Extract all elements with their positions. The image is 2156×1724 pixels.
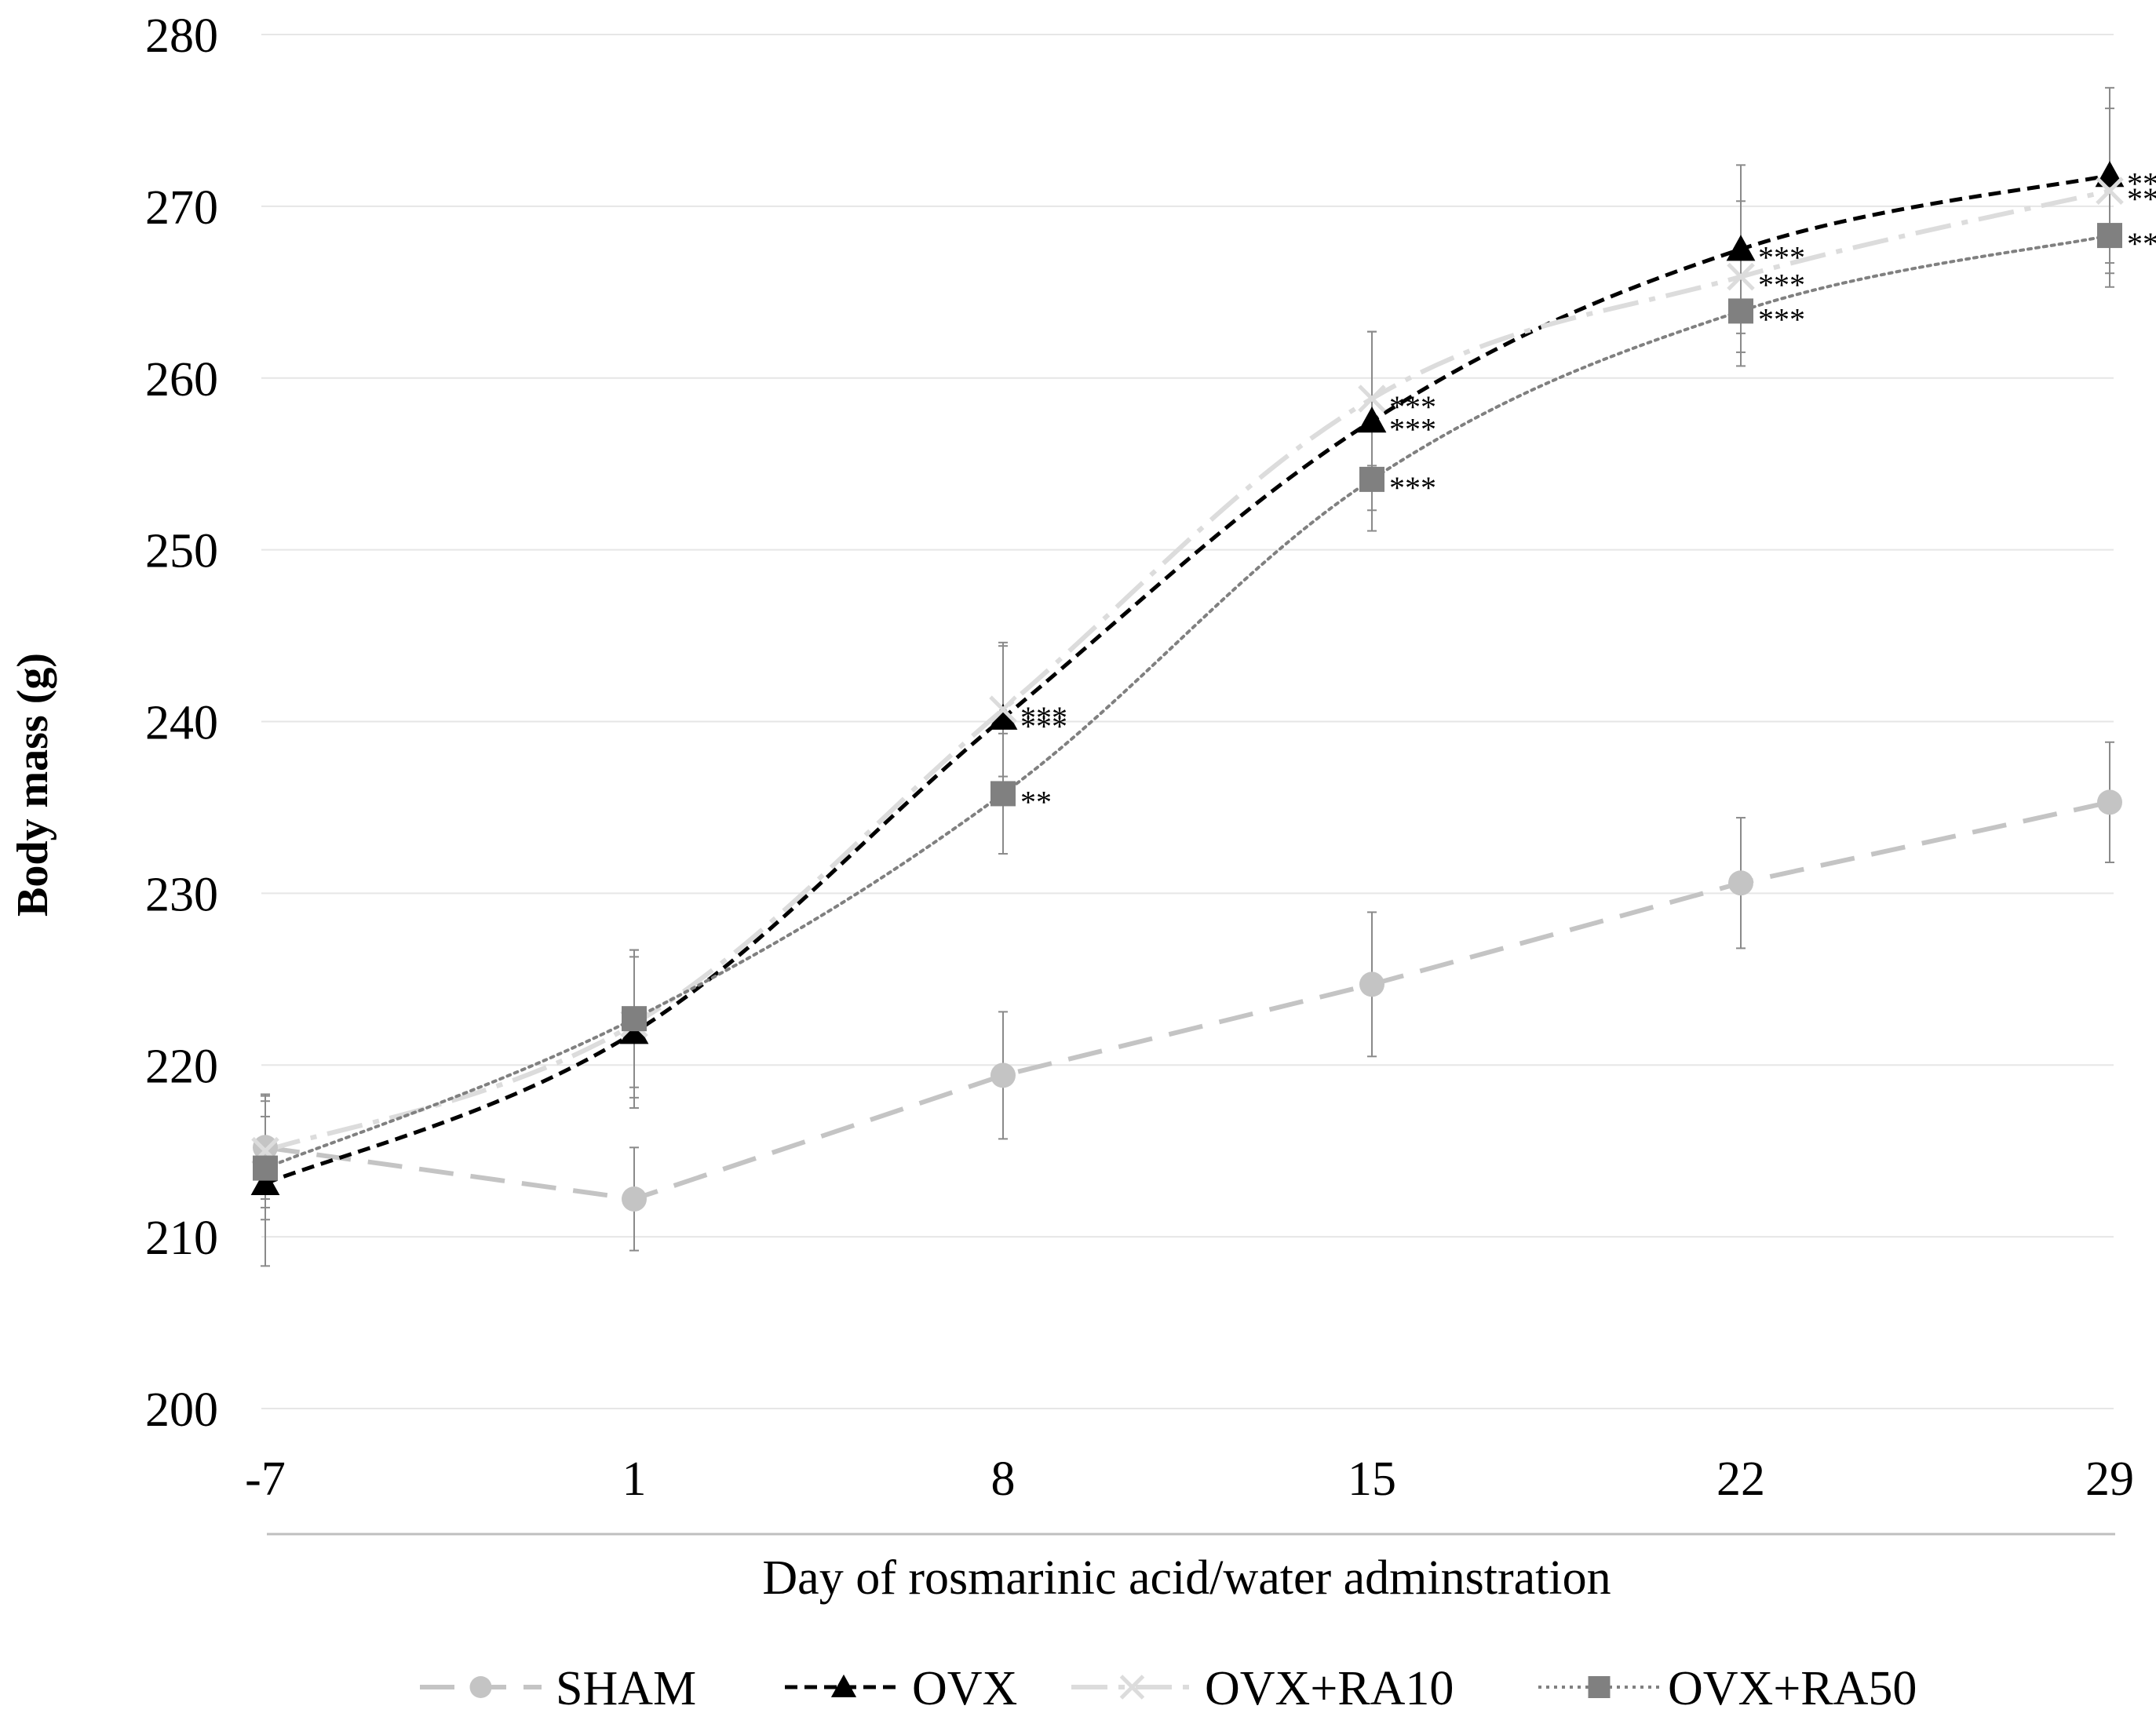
- legend: SHAM OVX OVX+RA10 OVX+RA50: [420, 1662, 1917, 1715]
- data-point-ovx-ra50: [253, 1155, 278, 1181]
- legend-marker: [469, 1676, 492, 1698]
- data-point-sham: [253, 1135, 278, 1161]
- significance-stars: ***: [2127, 166, 2156, 201]
- legend-item-ovx-ra50: OVX+RA50: [1538, 1662, 1917, 1715]
- x-tick-label: 15: [1348, 1452, 1396, 1506]
- legend-marker: [1119, 1675, 1145, 1700]
- y-tick-label: 210: [145, 1212, 218, 1265]
- data-point-ovx: [250, 1168, 280, 1195]
- series-line-sham: [264, 800, 2110, 1202]
- y-tick-label: 200: [145, 1383, 218, 1437]
- x-marker-stroke: [989, 695, 1017, 723]
- y-tick-label: 260: [145, 353, 218, 406]
- legend-label: SHAM: [556, 1662, 696, 1715]
- x-tick-label: 22: [1716, 1452, 1765, 1506]
- data-point-ovx-ra50: [990, 781, 1016, 807]
- significance-stars: ***: [1389, 470, 1436, 505]
- significance-stars: **: [1020, 784, 1052, 819]
- significance-stars: ***: [1020, 700, 1067, 735]
- x-marker-stroke: [1727, 262, 1755, 291]
- data-point-ovx-ra50: [1359, 466, 1384, 492]
- data-point-ovx: [988, 703, 1018, 730]
- y-tick-label: 270: [145, 181, 218, 235]
- data-point-sham: [1359, 971, 1384, 997]
- series-line-ovx-ra50: [264, 234, 2111, 1170]
- legend-label: OVX+RA10: [1205, 1662, 1454, 1715]
- data-point-ovx: [2095, 161, 2125, 188]
- significance-labels: ***********************************: [1020, 166, 2156, 819]
- legend-label: OVX: [912, 1662, 1017, 1715]
- data-points: [250, 161, 2125, 1212]
- series-line-ovx-ra10: [264, 188, 2110, 1154]
- x-tick-label: -7: [245, 1452, 286, 1506]
- data-point-sham: [622, 1186, 647, 1212]
- data-point-ovx-ra50: [1728, 298, 1753, 324]
- legend-label: OVX+RA50: [1668, 1662, 1917, 1715]
- data-point-ovx: [1357, 406, 1387, 433]
- y-tick-label: 280: [145, 9, 218, 63]
- y-tick-label: 220: [145, 1040, 218, 1093]
- legend-item-sham: SHAM: [420, 1662, 696, 1715]
- series-lines: [264, 173, 2111, 1202]
- y-tick-label: 230: [145, 868, 218, 921]
- data-point-ovx-ra10: [2096, 177, 2124, 205]
- legend-marker: [830, 1674, 857, 1697]
- data-point-ovx-ra50: [2097, 223, 2122, 249]
- x-marker-stroke: [1358, 385, 1386, 413]
- significance-stars: ***: [2127, 181, 2156, 217]
- significance-stars: ***: [1758, 268, 1805, 303]
- x-tick-label: 1: [622, 1452, 647, 1506]
- data-point-sham: [2097, 789, 2122, 815]
- significance-stars: ***: [2127, 226, 2156, 261]
- series-line-ovx: [264, 173, 2110, 1186]
- significance-stars: ***: [1758, 240, 1805, 275]
- x-axis-ticks: -7 1 8 15 22 29: [245, 1452, 2134, 1506]
- x-axis-label: Day of rosmarinic acid/water adminstrati…: [762, 1551, 1611, 1605]
- y-axis-label: Body mass (g): [9, 653, 57, 917]
- legend-item-ovx: OVX: [785, 1662, 1017, 1715]
- data-point-sham: [1728, 870, 1753, 896]
- legend-marker: [1588, 1676, 1611, 1698]
- significance-stars: ***: [1389, 411, 1436, 446]
- y-axis-ticks: 200 210 220 230 240 250 260 270 280: [145, 9, 218, 1437]
- y-tick-label: 250: [145, 525, 218, 578]
- data-point-sham: [990, 1062, 1016, 1088]
- data-point-ovx: [1726, 235, 1756, 261]
- x-tick-label: 8: [991, 1452, 1016, 1506]
- data-point-ovx-ra10: [1727, 262, 1755, 291]
- y-tick-label: 240: [145, 697, 218, 750]
- significance-stars: ***: [1758, 301, 1805, 337]
- legend-item-ovx-ra10: OVX+RA10: [1071, 1662, 1454, 1715]
- x-marker-stroke: [2096, 177, 2124, 205]
- data-point-ovx-ra50: [622, 1006, 647, 1032]
- error-bars: [261, 86, 2114, 1267]
- significance-stars: ***: [1020, 709, 1067, 744]
- x-tick-label: 29: [2085, 1452, 2134, 1506]
- x-marker-stroke: [1119, 1675, 1145, 1700]
- data-point-ovx-ra10: [1358, 385, 1386, 413]
- gridlines: [261, 34, 2114, 1409]
- significance-stars: ***: [1389, 389, 1436, 425]
- data-point-ovx-ra10: [989, 695, 1017, 723]
